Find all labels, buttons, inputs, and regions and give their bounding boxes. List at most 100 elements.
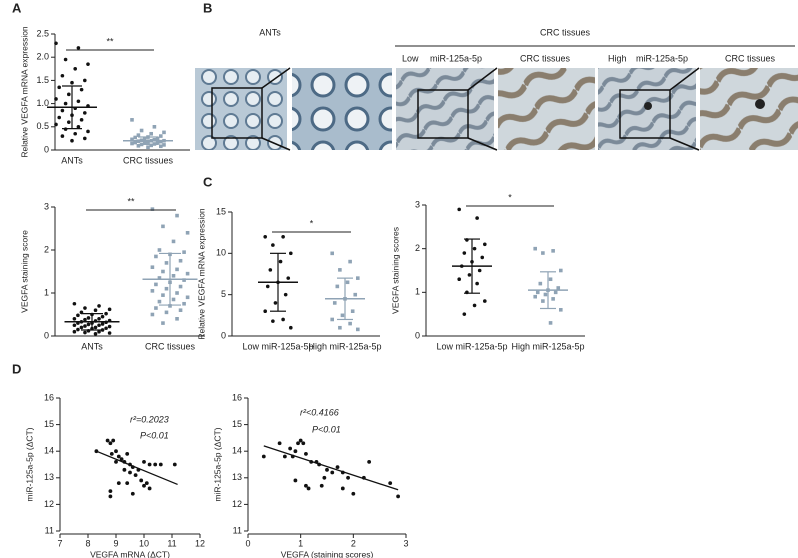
y-axis-title: VEGFA staining score [19,230,29,313]
data-point [541,251,545,255]
data-point [553,290,558,295]
y-tick-label: 15 [44,419,54,429]
data-point [63,101,68,106]
data-point [175,317,179,321]
y-tick-label: 15 [216,206,226,216]
data-point [161,269,165,274]
data-point [97,329,101,334]
data-point [164,261,169,265]
data-point [130,118,134,122]
panel-b: ANTs CRC tissues Low miR-125a-5p CRC tis… [195,27,798,151]
group-title: CRC tissues [540,27,591,37]
data-point [535,290,540,295]
data-point [171,274,176,278]
data-point [159,144,163,149]
panel-letter: C [203,174,213,189]
x-axis-title: VEGFA (staining scores) [281,549,374,558]
data-point [86,322,91,327]
data-point [322,475,327,480]
data-point [83,317,87,322]
data-point [136,144,141,148]
data-point [263,235,268,239]
data-point [551,297,555,301]
data-point [185,271,190,276]
y-tick-label: 15 [232,419,242,429]
data-point [330,470,335,475]
y-axis-title: miR-125a-5p (ΔCT) [212,427,222,501]
data-point [122,467,127,472]
data-point [152,137,157,142]
data-point [133,135,137,140]
data-point [107,307,112,312]
x-tick-label: 8 [85,538,90,548]
error-bar [138,136,158,146]
data-point [67,120,71,124]
data-point [79,87,84,92]
sub-label: CRC tissues [725,53,776,63]
data-point [286,276,291,280]
data-point [483,299,487,303]
data-point [150,207,155,211]
data-point [263,309,268,314]
data-point [107,331,112,335]
sub-label: High [608,53,627,63]
data-point [97,304,101,308]
data-point [273,301,278,305]
data-point [162,143,166,147]
group-title: ANTs [259,27,281,37]
data-point [340,486,345,491]
data-point [457,277,462,282]
data-point [83,330,87,335]
y-tick-label: 16 [232,392,242,402]
error-bar [270,252,286,312]
data-point [104,326,108,331]
error-bar [337,277,353,321]
y-tick-label: 2.0 [36,52,49,62]
stain-spot [755,99,765,109]
y-tick-label: 5 [221,289,226,299]
data-point [116,481,121,486]
annotation: r²<0.4166 [300,407,339,417]
significance-label: * [310,218,314,228]
data-point [111,438,116,443]
y-tick-label: 0 [44,144,49,154]
data-point [325,467,329,472]
data-point [396,494,400,499]
data-point [556,286,561,290]
data-point [175,291,179,295]
error-bar [62,85,82,130]
micrograph [292,68,392,150]
data-point [338,325,342,330]
data-point [332,301,337,305]
x-tick-label: Low miR-125a-5p [436,341,507,351]
y-tick-label: 3 [415,199,420,209]
data-point [57,115,61,120]
data-point [128,470,132,475]
data-point [70,80,74,85]
data-point [54,97,58,101]
error-bar [464,238,480,294]
data-point [533,246,537,251]
x-tick-label: ANTs [81,341,103,351]
data-point [72,323,77,328]
data-point [538,281,543,286]
data-point [351,491,356,496]
x-tick-label: 2 [351,538,356,548]
data-point [171,297,176,302]
data-point [79,118,84,122]
data-point [60,108,65,113]
data-point [152,125,157,129]
x-tick-label: CRC tissues [145,341,196,351]
x-tick-label: 10 [139,538,149,548]
data-point [133,140,137,145]
data-point [79,325,84,330]
data-point [159,134,163,138]
data-point [304,451,308,456]
data-point [158,462,163,467]
micrograph [700,68,798,150]
panel-letter: D [12,361,21,376]
data-point [83,306,87,310]
data-point [319,483,324,488]
data-point [97,323,101,328]
data-point [462,312,467,316]
